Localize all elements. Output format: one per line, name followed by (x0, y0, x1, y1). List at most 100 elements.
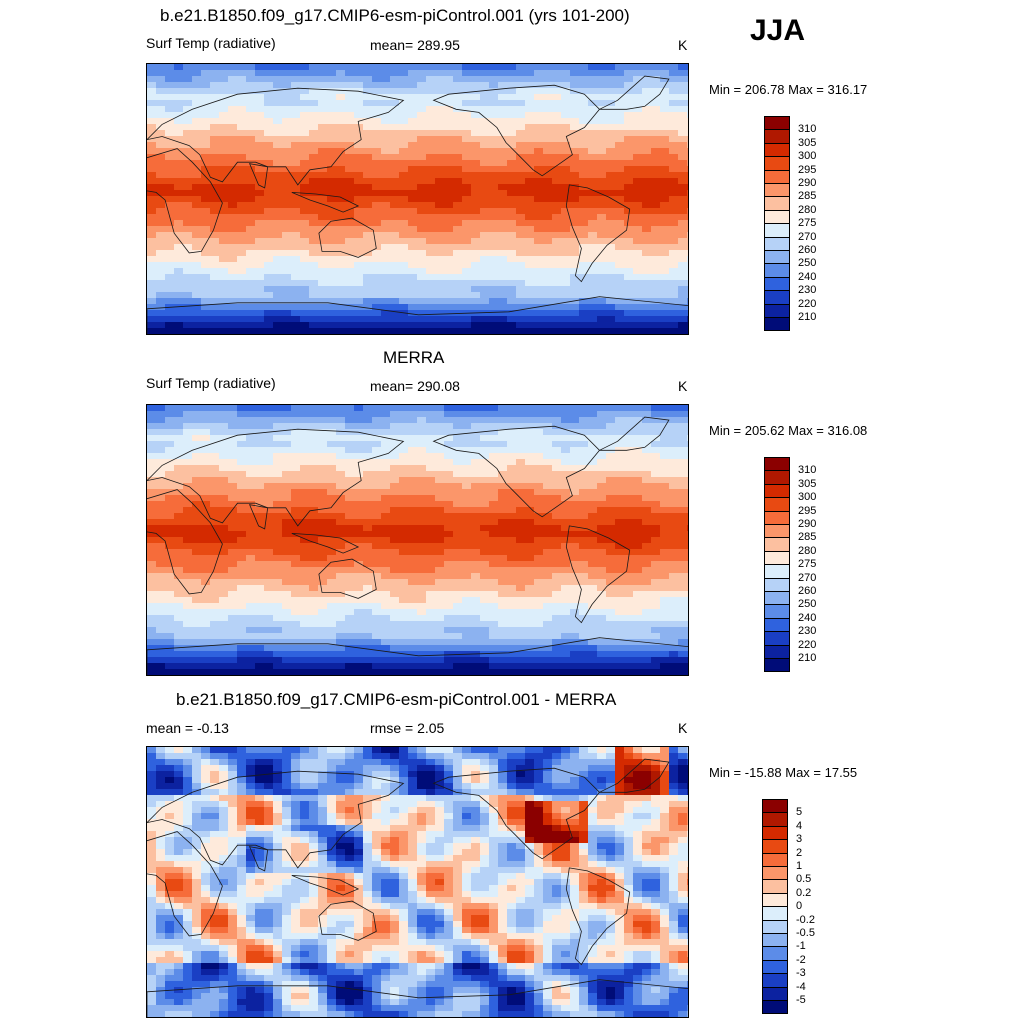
coastline (291, 192, 360, 213)
coastline (147, 148, 223, 254)
colorbar-tick-label: 250 (798, 598, 817, 611)
colorbar-swatch (764, 223, 790, 238)
coastline (147, 428, 405, 527)
colorbar-swatch (762, 799, 788, 814)
coastline (318, 558, 377, 599)
coastline (318, 217, 377, 258)
colorbar-swatch (764, 129, 790, 144)
colorbar-swatch (764, 209, 790, 225)
colorbar-swatch (762, 959, 788, 975)
coastline (291, 533, 360, 554)
colorbar-swatch (762, 866, 788, 881)
panel-1-variable-label: Surf Temp (radiative) (146, 35, 276, 51)
panel-1-colorbar: 310 305 300 295 290 285 280 275 270 260 250 240 230 2… (764, 116, 844, 332)
colorbar-swatch (764, 497, 790, 512)
colorbar-tick-label: 220 (798, 297, 817, 310)
colorbar-swatch (764, 591, 790, 606)
colorbar-tick-label: 270 (798, 571, 817, 584)
colorbar-tick-label: 300 (798, 150, 817, 163)
colorbar-tick-label: 260 (798, 585, 817, 597)
colorbar-tick-label: 295 (798, 163, 817, 176)
coastline (318, 900, 377, 941)
colorbar-swatch (764, 564, 790, 579)
colorbar-tick-label: -4 (796, 980, 806, 993)
colorbar-tick-label: 285 (798, 531, 817, 544)
panel-1-title: b.e21.B1850.f09_g17.CMIP6-esm-piControl.… (160, 6, 630, 25)
panel-3-rmse-label: rmse = 2.05 (370, 720, 445, 736)
colorbar-swatch (762, 1000, 788, 1015)
colorbar-tick-label: 275 (798, 217, 817, 230)
colorbar-tick-label: 290 (798, 518, 817, 530)
colorbar-swatch (764, 183, 790, 198)
colorbar-swatch (764, 524, 790, 539)
colorbar-swatch (764, 196, 790, 211)
colorbar-swatch (764, 303, 790, 318)
colorbar-tick-label: 240 (798, 270, 817, 283)
panel-1-minmax-label: Min = 206.78 Max = 316.17 (709, 82, 868, 97)
colorbar-tick-label: 2 (796, 846, 803, 859)
colorbar-tick-label: 310 (798, 464, 817, 477)
colorbar-tick-label: -0.2 (796, 913, 815, 926)
panel-2-units-label: K (678, 378, 688, 394)
map-field (147, 747, 688, 1017)
panel-2-mean-label: mean= 290.08 (370, 378, 460, 394)
colorbar-tick-label: -1 (796, 940, 806, 953)
coastline (565, 867, 631, 966)
colorbar-swatch (764, 483, 790, 499)
colorbar-swatch (762, 933, 788, 948)
colorbar-swatch (764, 550, 790, 566)
coastline (599, 416, 670, 451)
panel-3-mean-label: mean = -0.13 (146, 720, 229, 736)
panel-2-minmax-label: Min = 205.62 Max = 316.08 (709, 423, 868, 438)
colorbar-tick-label: 305 (798, 477, 817, 490)
colorbar-tick-label: 270 (798, 230, 817, 243)
colorbar-swatch (764, 276, 790, 292)
colorbar-swatch (764, 631, 790, 646)
colorbar-tick-label: 0.2 (796, 886, 812, 899)
colorbar-swatch (764, 142, 790, 158)
panel-3-units-label: K (678, 720, 688, 736)
coastline (599, 75, 670, 110)
coastline (248, 504, 269, 530)
coastline (147, 831, 223, 937)
colorbar-swatch (764, 156, 790, 171)
panel-1-mean-label: mean= 289.95 (370, 37, 460, 53)
panel-2-variable-label: Surf Temp (radiative) (146, 375, 276, 391)
colorbar-tick-label: 250 (798, 257, 817, 270)
coastline (599, 758, 670, 793)
colorbar-swatch (764, 290, 790, 305)
colorbar-tick-label: 230 (798, 284, 817, 297)
colorbar-swatch (762, 986, 788, 1001)
panel-1-map (146, 63, 689, 335)
colorbar-swatch (764, 658, 790, 673)
colorbar-swatch (764, 263, 790, 278)
colorbar-tick-label: 0.5 (796, 873, 812, 886)
colorbar-swatch (762, 825, 788, 841)
colorbar-tick-label: 220 (798, 638, 817, 651)
colorbar-swatch (762, 839, 788, 854)
colorbar-tick-label: -3 (796, 967, 806, 980)
colorbar-tick-label: 230 (798, 625, 817, 638)
map-field (147, 64, 688, 334)
coastline (432, 767, 601, 860)
panel-1-units-label: K (678, 37, 688, 53)
colorbar-swatch (762, 892, 788, 908)
colorbar-swatch (762, 973, 788, 988)
colorbar-tick-label: 5 (796, 806, 803, 819)
panel-2-title: MERRA (383, 348, 445, 367)
colorbar-swatch (762, 906, 788, 921)
colorbar-swatch (764, 644, 790, 659)
colorbar-swatch (764, 510, 790, 525)
colorbar-tick-label: 300 (798, 491, 817, 504)
colorbar-tick-label: 0 (796, 900, 803, 913)
colorbar-swatch (762, 852, 788, 867)
colorbar-tick-label: 295 (798, 504, 817, 517)
colorbar-tick-label: 285 (798, 190, 817, 203)
coastline (565, 525, 631, 624)
coastline (147, 87, 405, 186)
colorbar-tick-label: 275 (798, 558, 817, 571)
coastline (147, 637, 688, 675)
coastline (248, 846, 269, 872)
colorbar-swatch (764, 604, 790, 619)
panel-2-map (146, 404, 689, 676)
